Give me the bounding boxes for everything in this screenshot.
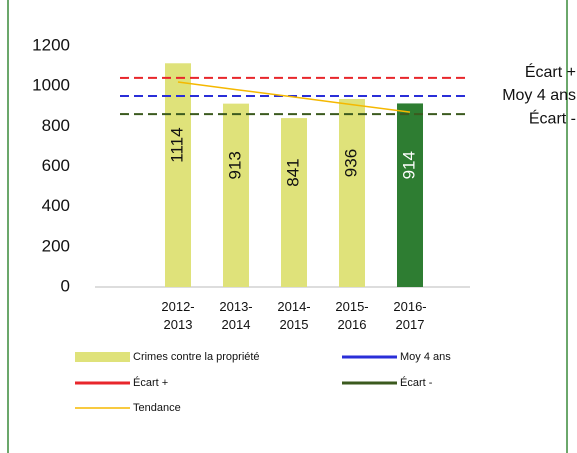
bar [339, 99, 365, 288]
y-tick-label: 800 [42, 116, 70, 135]
value-label: 914 [399, 151, 418, 179]
legend-swatch [342, 381, 397, 385]
reference-label: Écart + [525, 62, 576, 81]
reference-label: Moy 4 ans [502, 87, 576, 104]
legend-swatch [75, 381, 130, 385]
bar [397, 103, 423, 288]
y-tick-label: 1000 [32, 76, 70, 95]
legend-label: Tendance [133, 402, 181, 414]
legend-swatch [75, 352, 130, 362]
x-tick-label: 2015- 2016 [335, 299, 369, 332]
y-tick-label: 0 [61, 276, 70, 295]
y-tick-label: 1200 [32, 35, 70, 54]
y-tick-label: 400 [42, 196, 70, 215]
legend-label: Crimes contre la propriété [133, 351, 260, 363]
reference-label: Écart - [529, 108, 576, 127]
value-label: 1114 [167, 127, 186, 162]
x-tick-label: 2016- 2017 [393, 299, 427, 332]
bar [223, 103, 249, 288]
value-label: 913 [225, 151, 244, 179]
value-label: 841 [283, 158, 302, 186]
x-tick-label: 2012- 2013 [161, 299, 195, 332]
y-tick-label: 600 [42, 156, 70, 175]
x-tick-label: 2013- 2014 [219, 299, 253, 332]
y-tick-label: 200 [42, 236, 70, 255]
legend-swatch [75, 407, 130, 409]
value-label: 936 [341, 149, 360, 177]
legend-swatch [342, 355, 397, 359]
bar [165, 63, 191, 287]
trend-line [177, 81, 411, 113]
x-tick-label: 2014- 2015 [277, 299, 311, 332]
bar [281, 118, 307, 287]
legend-label: Écart - [400, 376, 433, 389]
legend-label: Écart + [133, 376, 168, 389]
legend-label: Moy 4 ans [400, 351, 451, 363]
